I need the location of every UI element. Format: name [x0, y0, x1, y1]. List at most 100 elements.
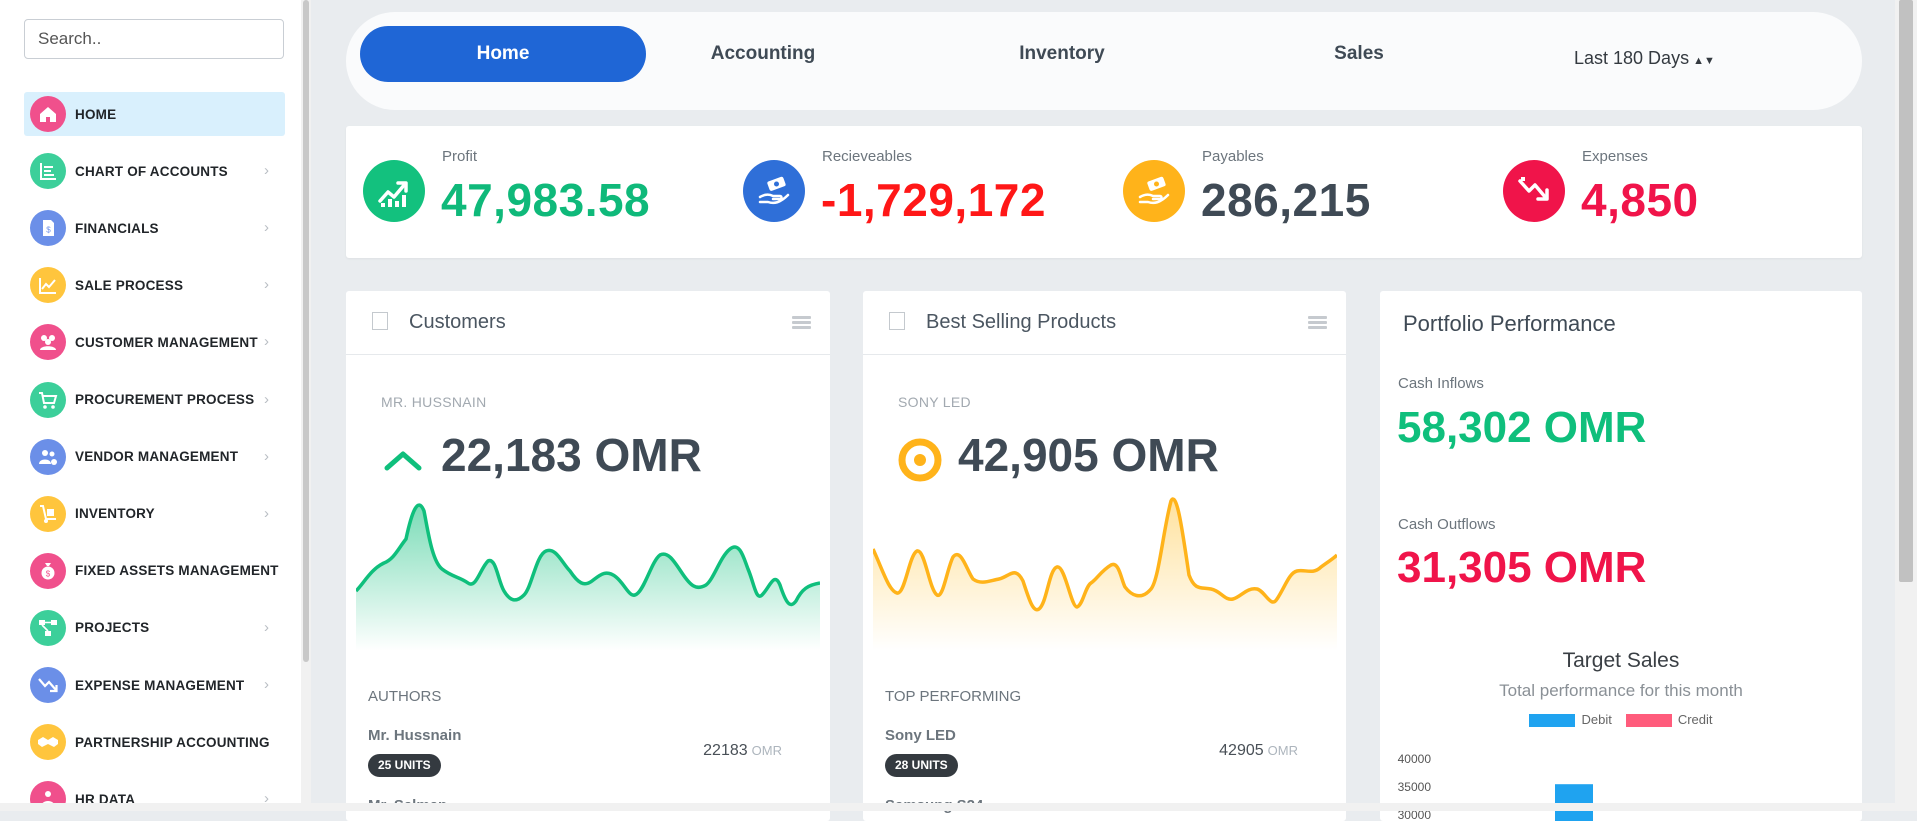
top-product-value: 42,905 OMR [958, 429, 1219, 481]
sidebar-scrollbar-thumb[interactable] [303, 0, 309, 662]
sidebar-item-label: HOME [75, 106, 117, 122]
product-row-amount: 42905 [1219, 742, 1264, 759]
kpi-expenses: Expenses 4,850 [1486, 126, 1862, 258]
units-badge: 25 UNITS [368, 754, 441, 777]
sidebar-item-chart-of-accounts[interactable]: CHART OF ACCOUNTS › [24, 149, 285, 193]
sidebar-item-hr-data[interactable]: HR DATA › [24, 777, 285, 803]
sidebar-item-label: PROJECTS [75, 620, 150, 636]
menu-icon[interactable] [792, 316, 811, 330]
sidebar-item-fixed-assets-management[interactable]: $ FIXED ASSETS MANAGEMENT [24, 549, 285, 593]
date-range-label: Last 180 Days [1574, 48, 1690, 68]
customer-row-name: Mr. Hussnain [368, 727, 462, 744]
customers-card-title: Customers [409, 311, 506, 333]
cart-icon [30, 381, 66, 418]
chevron-right-icon: › [264, 162, 269, 180]
currency-unit: OMR [751, 743, 782, 758]
project-diagram-icon [30, 609, 66, 646]
legend-debit[interactable]: Debit [1529, 712, 1612, 728]
tab-sales[interactable]: Sales [1334, 43, 1384, 64]
kpi-payables: Payables 286,215 [1106, 126, 1486, 258]
chevron-right-icon: › [264, 276, 269, 294]
tab-inventory[interactable]: Inventory [1019, 43, 1105, 64]
tab-accounting[interactable]: Accounting [710, 43, 816, 64]
sidebar-scrollbar[interactable] [301, 0, 311, 811]
product-row-value: 42905 OMR [1219, 742, 1298, 760]
sidebar-item-inventory[interactable]: INVENTORY › [24, 492, 285, 536]
kpi-payables-label: Payables [1202, 148, 1264, 165]
chevron-right-icon: › [264, 618, 269, 636]
sidebar-item-projects[interactable]: PROJECTS › [24, 606, 285, 650]
kpi-receivables-label: Recieveables [822, 148, 913, 165]
sidebar-item-label: FIXED ASSETS MANAGEMENT [75, 563, 279, 579]
product-row-name: Sony LED [885, 727, 956, 744]
customers-card: Customers MR. HUSSNAIN 22,183 OMR AUTHOR… [346, 291, 830, 821]
chart-legend: Debit Credit [1380, 712, 1862, 728]
page-scrollbar-thumb[interactable] [1899, 0, 1913, 582]
sidebar-item-expense-management[interactable]: EXPENSE MANAGEMENT › [24, 663, 285, 707]
home-icon [30, 96, 66, 132]
record-circle-icon [898, 438, 942, 482]
sidebar-item-customer-management[interactable]: CUSTOMER MANAGEMENT › [24, 320, 285, 364]
sidebar-item-label: SALE PROCESS [75, 277, 184, 293]
kpi-receivables: Recieveables -1,729,172 [726, 126, 1106, 258]
sidebar-item-label: PARTNERSHIP ACCOUNTING [75, 734, 270, 750]
page-scrollbar[interactable] [1895, 0, 1917, 811]
card-header: Best Selling Products [863, 291, 1346, 355]
document-dollar-icon: $ [30, 210, 66, 247]
kpi-profit-value: 47,983.58 [441, 174, 651, 226]
vendor-users-icon [30, 438, 66, 475]
products-section-heading: TOP PERFORMING [885, 688, 1022, 705]
sidebar-item-sale-process[interactable]: SALE PROCESS › [24, 263, 285, 307]
checkbox[interactable] [889, 312, 905, 330]
legend-credit-label: Credit [1677, 712, 1713, 727]
sort-arrows-icon: ▲▼ [1693, 55, 1715, 67]
customer-row-value: 22183 OMR [703, 742, 782, 760]
horizontal-scrollbar[interactable] [0, 803, 1895, 811]
hr-people-icon [30, 781, 66, 803]
cash-outflows-label: Cash Outflows [1398, 516, 1496, 533]
users-group-icon [30, 324, 66, 361]
sidebar-item-partnership-accounting[interactable]: PARTNERSHIP ACCOUNTING [24, 720, 285, 764]
cash-inflows-value: 58,302 OMR [1397, 403, 1647, 452]
top-customer-name: MR. HUSSNAIN [381, 394, 487, 410]
customers-section-heading: AUTHORS [368, 688, 442, 705]
kpi-profit-label: Profit [442, 148, 478, 165]
products-card-title: Best Selling Products [926, 311, 1117, 333]
svg-text:$: $ [46, 569, 51, 578]
customer-row-amount: 22183 [703, 742, 748, 759]
handshake-icon [30, 724, 66, 761]
products-sparkline [873, 497, 1337, 651]
chart-down-icon [1503, 160, 1565, 222]
checkbox[interactable] [372, 312, 388, 330]
y-tick-label: 35000 [1398, 780, 1432, 794]
menu-icon[interactable] [1308, 316, 1327, 330]
tab-home[interactable]: Home [360, 26, 646, 82]
chevron-right-icon: › [264, 219, 269, 237]
hand-money-icon [743, 160, 805, 222]
cash-outflows-value: 31,305 OMR [1397, 543, 1647, 592]
hand-money-icon [1123, 160, 1185, 222]
top-customer-value: 22,183 OMR [441, 429, 702, 481]
chevron-right-icon: › [264, 676, 269, 693]
svg-text:$: $ [46, 226, 51, 235]
money-bag-icon: $ [30, 552, 66, 589]
kpi-summary-card: Profit 47,983.58 Recieveables -1,729,172… [346, 126, 1862, 258]
sidebar-item-financials[interactable]: $ FINANCIALS › [24, 206, 285, 250]
sidebar-item-home[interactable]: HOME [24, 92, 285, 136]
sidebar-item-label: EXPENSE MANAGEMENT [75, 677, 245, 693]
kpi-profit: Profit 47,983.58 [346, 126, 726, 258]
top-tab-bar: Home Accounting Inventory Sales Last 180… [346, 12, 1862, 110]
sidebar-item-vendor-management[interactable]: VENDOR MANAGEMENT › [24, 435, 285, 479]
trend-down-icon [30, 667, 66, 703]
sidebar-item-label: VENDOR MANAGEMENT [75, 449, 239, 465]
kpi-expenses-label: Expenses [1582, 148, 1648, 165]
y-tick-label: 40000 [1398, 752, 1432, 766]
date-range-select[interactable]: Last 180 Days ▲▼ [1574, 48, 1715, 69]
legend-swatch [1529, 714, 1576, 728]
legend-credit[interactable]: Credit [1625, 712, 1713, 728]
search-input[interactable] [24, 19, 284, 59]
top-product-name: SONY LED [898, 394, 971, 410]
currency-unit: OMR [1267, 743, 1298, 758]
sidebar-item-label: HR DATA [75, 791, 136, 803]
sidebar-item-procurement-process[interactable]: PROCUREMENT PROCESS › [24, 378, 285, 422]
